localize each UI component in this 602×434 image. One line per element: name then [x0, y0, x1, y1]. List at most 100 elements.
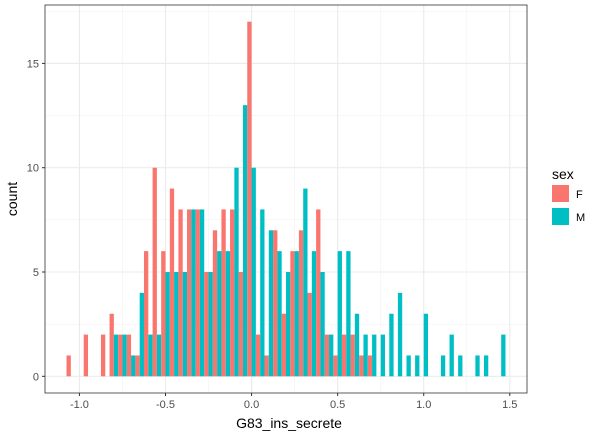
bar-f: [161, 251, 166, 377]
bar-f: [298, 230, 304, 377]
bar-f: [126, 334, 132, 377]
bar-f: [264, 355, 269, 377]
bar-f: [281, 313, 286, 377]
bar-m: [148, 334, 153, 377]
bar-f: [324, 334, 330, 377]
bar-f: [290, 251, 295, 377]
bar-f: [333, 355, 338, 377]
bar-f: [187, 209, 192, 377]
bar-m: [208, 272, 213, 377]
bar-m: [372, 334, 377, 377]
bar-f: [230, 209, 235, 377]
bar-m: [260, 209, 265, 377]
bar-m: [354, 313, 360, 377]
x-tick-label: 0.5: [330, 399, 345, 411]
bar-m: [440, 355, 446, 377]
bar-f: [66, 355, 71, 377]
bar-f: [350, 334, 355, 377]
legend-label-m: M: [576, 212, 585, 224]
bar-m: [217, 251, 222, 377]
bar-f: [109, 313, 114, 377]
bar-m: [139, 292, 144, 377]
bar-m: [458, 355, 463, 377]
bar-m: [329, 334, 334, 377]
bar-m: [449, 334, 454, 377]
bar-m: [294, 251, 299, 377]
bar-f: [238, 272, 243, 377]
bar-m: [225, 251, 231, 377]
bar-m: [346, 251, 351, 377]
y-tick-label: 0: [33, 371, 39, 383]
bar-f: [307, 292, 312, 377]
bar-f: [359, 355, 364, 377]
bar-f: [204, 272, 209, 377]
bar-m: [268, 230, 274, 377]
y-tick-label: 10: [27, 163, 39, 175]
x-tick-label: 1.5: [502, 399, 517, 411]
bar-m: [199, 209, 205, 377]
y-axis-ticks: 0 5 10 15: [27, 58, 45, 383]
y-axis-title: count: [4, 182, 20, 216]
bar-m: [311, 251, 317, 377]
bar-f: [169, 188, 175, 377]
bar-m: [251, 167, 256, 377]
bar-m: [165, 272, 170, 377]
legend: sex F M: [552, 166, 585, 225]
bar-m: [380, 334, 385, 377]
bar-f: [118, 334, 123, 377]
legend-title: sex: [552, 166, 574, 182]
bar-m: [501, 334, 506, 377]
bar-m: [475, 355, 480, 377]
bar-f: [83, 334, 89, 377]
bar-m: [286, 272, 291, 377]
bar-f: [143, 251, 149, 377]
bar-m: [423, 313, 429, 377]
y-tick-label: 15: [27, 58, 39, 70]
bar-f: [273, 230, 278, 377]
bar-f: [341, 334, 347, 377]
bar-m: [191, 209, 196, 377]
bar-m: [174, 272, 179, 377]
bar-f: [178, 209, 183, 377]
bar-m: [397, 292, 403, 377]
bar-f: [255, 334, 261, 377]
bar-f: [212, 230, 218, 377]
bar-m: [389, 313, 394, 377]
bar-m: [415, 355, 420, 377]
bar-m: [113, 334, 119, 377]
x-tick-label: -1.0: [70, 399, 89, 411]
bar-m: [406, 355, 411, 377]
bar-m: [277, 251, 282, 377]
bar-m: [242, 105, 248, 377]
legend-label-f: F: [576, 189, 583, 201]
bar-m: [156, 334, 162, 377]
bars: [66, 21, 506, 377]
bar-f: [135, 355, 140, 377]
bar-m: [182, 272, 188, 377]
y-tick-label: 5: [33, 267, 39, 279]
bar-m: [483, 355, 489, 377]
legend-key-m: [552, 208, 569, 225]
x-axis-title: G83_ins_secrete: [236, 415, 342, 431]
x-tick-label: 1.0: [416, 399, 431, 411]
x-axis-ticks: -1.0 -0.5 0.0 0.5 1.0 1.5: [70, 393, 517, 411]
bar-m: [131, 355, 136, 377]
bar-m: [320, 272, 325, 377]
bar-f: [195, 209, 200, 377]
legend-key-f: [552, 185, 569, 202]
bar-m: [337, 251, 342, 377]
bar-f: [316, 209, 321, 377]
bar-f: [221, 209, 226, 377]
bar-f: [367, 355, 373, 377]
bar-m: [303, 188, 308, 377]
bar-f: [152, 167, 157, 377]
bar-f: [247, 21, 252, 377]
bar-m: [234, 167, 239, 377]
bar-m: [363, 334, 368, 377]
x-tick-label: -0.5: [156, 399, 175, 411]
bar-f: [100, 334, 106, 377]
x-tick-label: 0.0: [244, 399, 259, 411]
panel-border: [44, 4, 528, 394]
bar-m: [122, 334, 127, 377]
